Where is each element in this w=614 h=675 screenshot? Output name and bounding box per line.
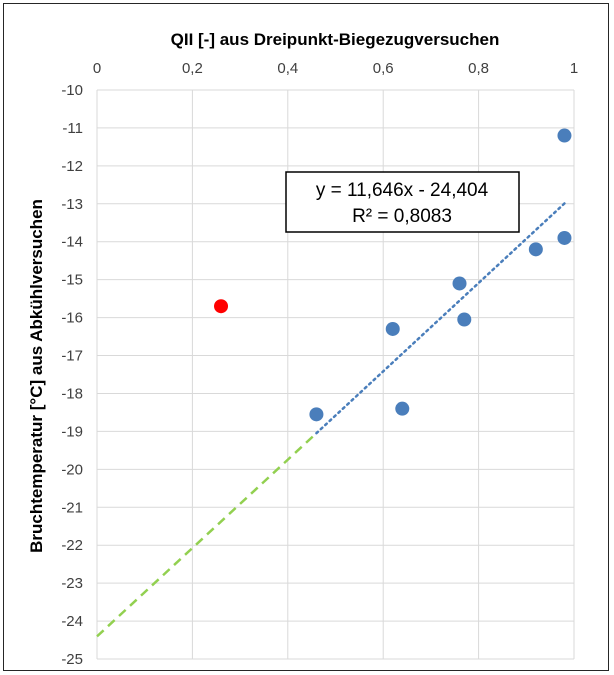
y-tick-label: -12 (61, 158, 83, 175)
r-squared-value: R² = 0,8083 (352, 206, 452, 227)
y-tick-label: -16 (61, 310, 83, 327)
regression-trendline (315, 202, 566, 435)
trendline-extrapolation (96, 432, 318, 638)
y-tick-label: -10 (61, 82, 83, 99)
x-tick-label: 1 (570, 60, 578, 77)
y-tick-label: -22 (61, 537, 83, 554)
y-tick-label: -13 (61, 196, 83, 213)
y-tick-label: -17 (61, 348, 83, 365)
outlier-data-point (214, 299, 229, 314)
y-tick-label: -24 (61, 613, 83, 630)
x-tick-label: 0,2 (182, 60, 203, 77)
trendlines (96, 202, 566, 638)
x-tick-label: 0 (93, 60, 101, 77)
x-tick-label: 0,8 (468, 60, 489, 77)
y-axis-title: Bruchtemperatur [°C] aus Abkühlversuchen (27, 199, 46, 553)
y-tick-label: -19 (61, 423, 83, 440)
y-tick-label: -23 (61, 575, 83, 592)
trendline-equation: y = 11,646x - 24,404 (316, 180, 489, 201)
x-axis-title: QII [-] aus Dreipunkt-Biegezugversuchen (171, 30, 500, 49)
data-points (214, 128, 572, 422)
data-point (309, 407, 324, 422)
x-tick-label: 0,6 (373, 60, 394, 77)
data-point (457, 312, 472, 327)
equation-box-border (285, 171, 520, 233)
data-point (557, 230, 572, 245)
y-tick-label: -18 (61, 385, 83, 402)
y-tick-label: -11 (62, 120, 83, 137)
y-tick-label: -25 (61, 651, 83, 668)
tick-labels: 0 0,2 0,4 0,6 0,8 1 -10 -11 -12 -13 -14 -15 -16 -17 -1… (61, 60, 578, 668)
data-point (385, 321, 400, 336)
trendline-equation-box: y = 11,646x - 24,404 R² = 0,8083 (285, 171, 520, 233)
y-tick-label: -15 (61, 272, 83, 289)
y-tick-label: -20 (61, 461, 83, 478)
y-tick-label: -14 (61, 234, 83, 251)
chart-frame (3, 3, 609, 671)
data-point (452, 276, 467, 291)
x-tick-label: 0,4 (277, 60, 298, 77)
data-point (557, 128, 572, 143)
y-tick-label: -21 (61, 499, 83, 516)
data-point (528, 242, 543, 257)
data-point (395, 401, 410, 416)
